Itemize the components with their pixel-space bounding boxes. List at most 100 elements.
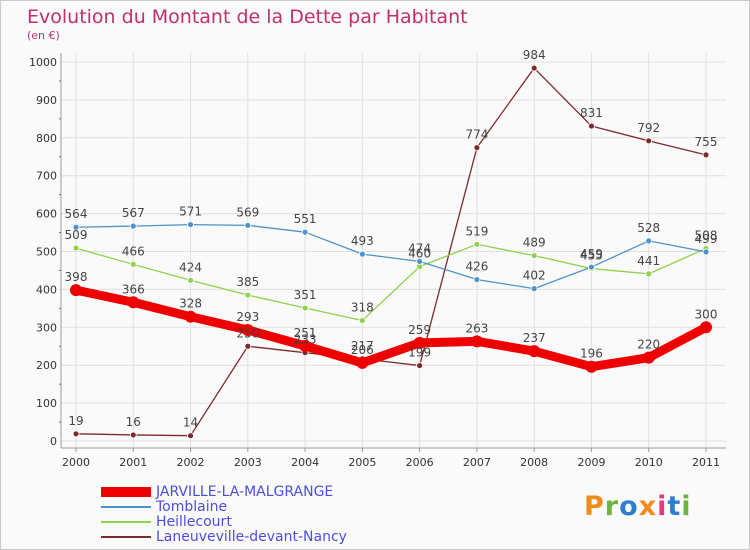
data-point — [473, 276, 481, 283]
data-point — [358, 250, 366, 258]
series-line — [75, 223, 707, 290]
data-label: 755 — [695, 135, 718, 149]
data-label: 328 — [179, 297, 202, 311]
legend-item: JARVILLE-LA-MALGRANGE — [101, 485, 401, 500]
data-point — [416, 362, 424, 369]
data-label: 402 — [523, 269, 546, 283]
data-label: 567 — [122, 206, 145, 220]
y-tick-label: 500 — [36, 246, 57, 259]
data-label: 460 — [408, 247, 431, 261]
y-tick-label: 1000 — [29, 56, 57, 69]
data-label: 206 — [351, 343, 374, 357]
data-label: 519 — [465, 224, 488, 238]
y-tick-label: 200 — [36, 359, 57, 372]
logo-letter: o — [619, 491, 639, 522]
data-label: 426 — [465, 260, 488, 274]
data-label: 792 — [637, 121, 660, 135]
data-label: 217 — [351, 339, 374, 353]
data-point — [241, 323, 254, 336]
data-point — [470, 335, 483, 348]
data-point — [187, 221, 194, 228]
data-label: 774 — [465, 128, 488, 142]
x-tick-label: 2001 — [119, 456, 147, 469]
legend-item: Tomblaine — [101, 500, 401, 515]
data-label: 14 — [183, 416, 198, 430]
data-point — [70, 284, 82, 297]
data-label: 16 — [126, 415, 141, 429]
data-point — [702, 248, 710, 256]
x-tick-label: 2011 — [692, 456, 720, 469]
legend-item: Laneuveville-devant-Nancy — [101, 530, 401, 545]
data-point — [642, 351, 655, 364]
y-tick-label: 800 — [36, 132, 57, 145]
data-label: 366 — [122, 282, 145, 296]
data-point — [645, 137, 653, 145]
data-label: 318 — [351, 300, 374, 314]
data-point — [473, 240, 481, 248]
data-point — [473, 144, 481, 152]
data-label: 441 — [637, 254, 660, 268]
data-point — [184, 310, 197, 323]
data-point — [187, 432, 194, 440]
data-label: 569 — [236, 205, 259, 219]
data-label: 564 — [65, 207, 88, 221]
data-point — [700, 321, 712, 334]
data-label: 293 — [236, 310, 259, 324]
y-tick-label: 100 — [36, 397, 57, 410]
legend-label: Heillecourt — [156, 514, 232, 530]
data-point — [588, 263, 595, 271]
series-line — [75, 243, 707, 322]
data-label: 199 — [408, 346, 431, 360]
plot-area — [61, 53, 726, 448]
data-point — [127, 296, 140, 309]
logo-letter: i — [681, 491, 692, 522]
y-tick-label: 400 — [36, 283, 57, 296]
logo-letter: P — [584, 491, 605, 522]
data-label: 233 — [294, 333, 317, 347]
data-point — [187, 276, 194, 284]
data-point — [72, 223, 80, 231]
data-label: 493 — [351, 234, 374, 248]
data-point — [530, 64, 538, 72]
data-label: 398 — [65, 270, 88, 284]
legend-label: Tomblaine — [156, 499, 228, 515]
data-label: 250 — [236, 326, 259, 340]
data-label: 466 — [122, 244, 145, 258]
data-label: 259 — [408, 323, 431, 337]
data-point — [588, 122, 595, 130]
data-label: 263 — [465, 321, 488, 335]
data-label: 424 — [179, 260, 202, 274]
data-label: 220 — [637, 338, 660, 352]
data-point — [413, 336, 426, 349]
data-label: 571 — [179, 205, 202, 219]
chart-subtitle: (en €) — [27, 29, 60, 42]
data-point — [244, 221, 252, 229]
logo-letter: i — [657, 491, 668, 522]
data-label: 551 — [294, 212, 317, 226]
data-label: 455 — [580, 249, 603, 263]
data-point — [645, 270, 653, 278]
data-label: 984 — [523, 48, 546, 62]
y-tick-label: 0 — [50, 435, 57, 448]
chart-title: Evolution du Montant de la Dette par Hab… — [27, 6, 468, 28]
data-point — [244, 342, 252, 350]
legend-item: Heillecourt — [101, 515, 401, 530]
data-label: 489 — [523, 236, 546, 250]
x-tick-label: 2002 — [177, 456, 205, 469]
data-point — [129, 260, 137, 268]
data-point — [72, 244, 80, 252]
x-tick-label: 2006 — [406, 456, 434, 469]
legend-label: JARVILLE-LA-MALGRANGE — [156, 484, 334, 500]
data-point — [530, 252, 538, 260]
proxiti-logo: Proxiti — [584, 491, 692, 522]
data-label: 459 — [580, 247, 603, 261]
data-point — [356, 356, 369, 369]
x-tick-label: 2003 — [234, 456, 262, 469]
data-point — [72, 430, 80, 438]
legend-swatch — [101, 487, 151, 497]
data-label: 196 — [580, 347, 603, 361]
data-point — [299, 339, 312, 352]
x-tick-label: 2000 — [62, 456, 90, 469]
